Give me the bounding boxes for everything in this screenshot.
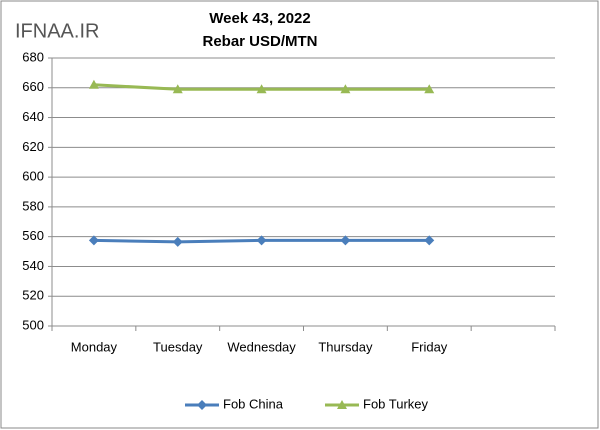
y-tick-label: 620 — [22, 139, 44, 154]
y-tick-label: 680 — [22, 49, 44, 64]
marker — [256, 235, 267, 246]
marker — [172, 84, 183, 94]
x-tick-label: Tuesday — [153, 339, 203, 354]
x-tick-label: Thursday — [318, 339, 373, 354]
watermark: IFNAA.IR — [15, 20, 99, 42]
y-tick-label: 520 — [22, 288, 44, 303]
chart-title: Week 43, 2022 — [209, 10, 310, 27]
y-tick-label: 640 — [22, 109, 44, 124]
y-tick-label: 660 — [22, 79, 44, 94]
marker — [424, 84, 435, 94]
marker — [88, 235, 99, 246]
marker — [340, 84, 351, 94]
marker — [197, 400, 207, 410]
x-tick-label: Monday — [71, 339, 118, 354]
marker — [337, 400, 347, 409]
marker — [172, 236, 183, 247]
chart-subtitle: Rebar USD/MTN — [202, 33, 317, 50]
marker — [424, 235, 435, 246]
x-tick-label: Wednesday — [227, 339, 296, 354]
y-tick-label: 500 — [22, 317, 44, 332]
legend-label: Fob Turkey — [363, 396, 429, 411]
marker — [340, 235, 351, 246]
marker — [88, 79, 99, 89]
marker — [256, 84, 267, 94]
x-tick-label: Friday — [411, 339, 448, 354]
legend-label: Fob China — [223, 396, 284, 411]
y-tick-label: 560 — [22, 228, 44, 243]
y-tick-label: 600 — [22, 169, 44, 184]
y-tick-label: 540 — [22, 258, 44, 273]
y-tick-label: 580 — [22, 198, 44, 213]
